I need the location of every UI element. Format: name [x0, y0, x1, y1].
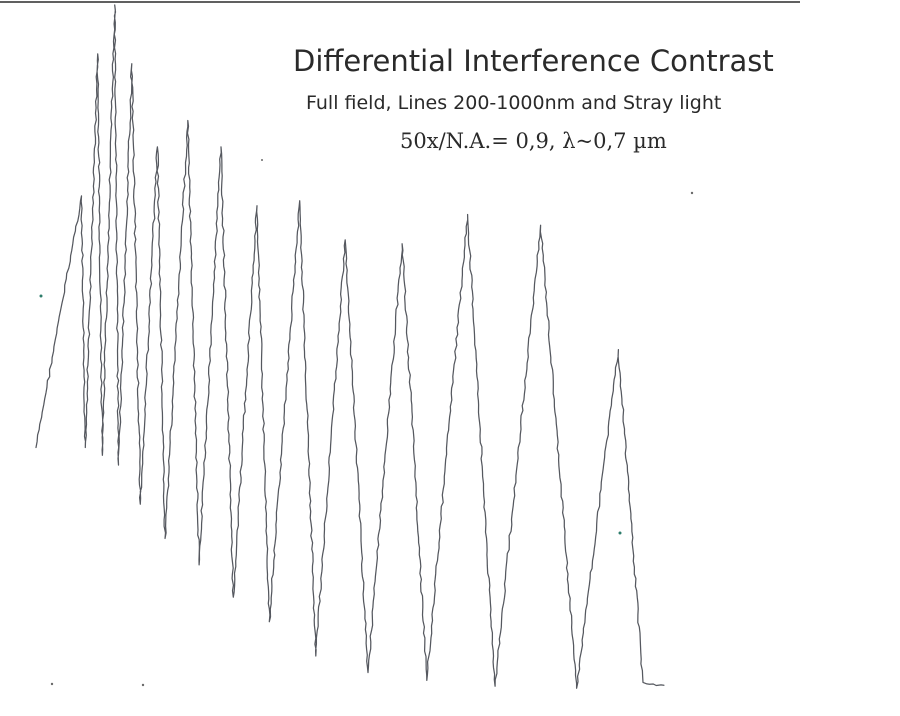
chart-subtitle-optics: 50x/N.A.= 0,9, λ~0,7 µm: [400, 129, 667, 153]
scan-speck: [618, 531, 622, 535]
chart-title: Differential Interference Contrast: [293, 44, 774, 78]
intensity-profile-trace: [35, 4, 665, 689]
scan-speck: [261, 159, 263, 161]
scan-speck: [141, 683, 145, 687]
trace-line: [35, 4, 665, 689]
chart-subtitle: Full field, Lines 200-1000nm and Stray l…: [306, 92, 721, 114]
scan-speck: [39, 294, 43, 298]
scan-speck: [50, 682, 54, 686]
scan-speck: [690, 191, 694, 195]
